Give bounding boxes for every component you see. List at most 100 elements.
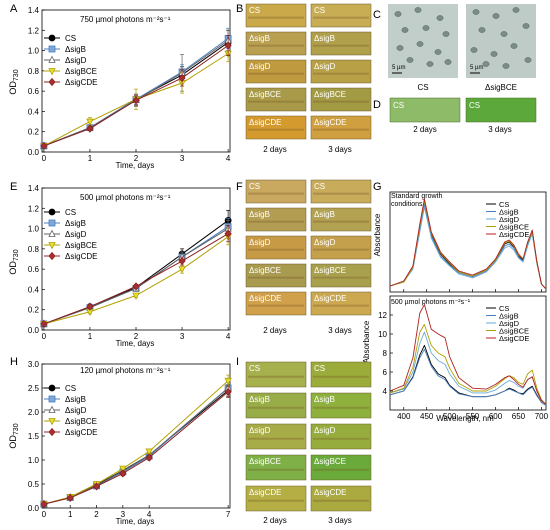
x-tick-label-h: 7 bbox=[226, 510, 231, 519]
legend-label-a: CS bbox=[65, 34, 76, 43]
tube-photo-i bbox=[245, 485, 307, 512]
legend-label-g-bottom: ΔsigCDE bbox=[499, 334, 529, 343]
tube-photo-b bbox=[245, 3, 307, 28]
spectrum-line-g-bottom bbox=[389, 324, 547, 405]
tube-highlight-f bbox=[248, 304, 304, 307]
tube-photo-b bbox=[245, 59, 307, 84]
tube-photo-b bbox=[310, 115, 372, 140]
series-line-h bbox=[43, 391, 229, 505]
tube-label-f: ΔsigCDE bbox=[314, 294, 346, 303]
tube-photo-f bbox=[245, 207, 307, 232]
panel-label-e: E bbox=[10, 181, 17, 193]
x-tick-label-g-bottom: 700 bbox=[535, 412, 549, 421]
data-point-h bbox=[92, 482, 101, 491]
cell bbox=[500, 31, 508, 37]
legend-label-a: ΔsigD bbox=[65, 56, 87, 65]
tube-highlight-f bbox=[248, 220, 304, 223]
photo-caption-i-2days: 2 days bbox=[263, 516, 287, 525]
tube-photo-d bbox=[389, 97, 461, 123]
data-point-a bbox=[178, 73, 186, 83]
data-point-e bbox=[40, 319, 48, 329]
spectrum-line-g-bottom bbox=[389, 304, 547, 405]
data-point-e bbox=[224, 229, 232, 238]
y-axis-label-e: OD730 bbox=[8, 249, 20, 274]
legend-marker-a bbox=[48, 68, 56, 76]
micrograph-caption-dsigbce: ΔsigBCE bbox=[485, 83, 517, 92]
photo-caption-d-3days: 3 days bbox=[488, 125, 512, 134]
tube-label-b: ΔsigCDE bbox=[249, 118, 281, 127]
cell bbox=[422, 25, 430, 31]
x-tick-label-g-bottom: 650 bbox=[512, 412, 526, 421]
tube-label-f: ΔsigD bbox=[249, 238, 271, 247]
cell bbox=[524, 57, 532, 63]
tube-label-b: ΔsigBCE bbox=[249, 90, 281, 99]
tube-photo-b bbox=[310, 31, 372, 56]
tube-highlight-f bbox=[313, 248, 369, 251]
cell bbox=[416, 41, 424, 47]
cell bbox=[482, 61, 490, 67]
cell bbox=[396, 45, 404, 51]
legend-marker-e bbox=[48, 242, 56, 250]
x-tick-label-e: 4 bbox=[226, 332, 231, 341]
y-tick-label-e: 1.4 bbox=[28, 184, 40, 193]
legend-label-e: ΔsigCDE bbox=[65, 252, 97, 261]
data-point-e bbox=[86, 302, 94, 311]
x-tick-label-g-bottom: 400 bbox=[397, 412, 411, 421]
tube-label-f: ΔsigB bbox=[249, 210, 270, 219]
tube-highlight-i bbox=[313, 468, 369, 471]
data-point-e bbox=[178, 266, 186, 274]
y-tick-label-e: 1.2 bbox=[28, 204, 40, 213]
tube-highlight-b bbox=[248, 72, 304, 75]
y-tick-label-e: 0.2 bbox=[28, 306, 40, 315]
series-line-h bbox=[43, 380, 229, 505]
tube-label-i: ΔsigCDE bbox=[314, 488, 346, 497]
data-point-e bbox=[178, 256, 186, 266]
legend-label-g-top: CS bbox=[499, 200, 509, 209]
panel-label-g: G bbox=[373, 181, 382, 193]
tube-label-b: CS bbox=[314, 6, 325, 15]
y-tick-label-a: 0.2 bbox=[28, 128, 40, 137]
legend-label-g-bottom: ΔsigB bbox=[499, 312, 519, 321]
legend-label-h: CS bbox=[65, 384, 76, 393]
x-tick-label-g-bottom: 500 bbox=[443, 412, 457, 421]
g-top-title-line2: conditions bbox=[391, 201, 423, 208]
legend-marker-a bbox=[48, 34, 56, 42]
panel-label-d: D bbox=[373, 99, 381, 111]
x-tick-label-h: 1 bbox=[68, 510, 73, 519]
tube-label-i: ΔsigBCE bbox=[249, 457, 281, 466]
cell bbox=[470, 47, 478, 53]
y-tick-label-g-bottom: 8 bbox=[383, 349, 388, 358]
x-tick-label-g-bottom: 550 bbox=[466, 412, 480, 421]
tube-label-i: ΔsigB bbox=[249, 395, 270, 404]
legend-label-h: ΔsigCDE bbox=[65, 428, 97, 437]
x-tick-label-a: 3 bbox=[180, 154, 185, 163]
tube-highlight-i bbox=[248, 468, 304, 471]
tube-label-f: CS bbox=[249, 182, 260, 191]
tube-highlight-f bbox=[248, 276, 304, 279]
legend-label-g-bottom: ΔsigBCE bbox=[499, 327, 529, 336]
cell bbox=[522, 23, 530, 29]
tube-photo-f bbox=[245, 263, 307, 288]
y-tick-label-e: 0.4 bbox=[28, 285, 40, 294]
tube-label-b: ΔsigB bbox=[314, 34, 335, 43]
g-bottom-title: 500 µmol photons m⁻²s⁻¹ bbox=[391, 299, 471, 306]
x-tick-label-a: 4 bbox=[226, 154, 231, 163]
tube-label-i: CS bbox=[249, 364, 260, 373]
y-tick-label-e: 1.0 bbox=[28, 225, 40, 234]
panel-g: G Standard growth conditions 500 µmol ph… bbox=[362, 181, 494, 423]
panel-d: D 2 days 3 days bbox=[373, 99, 512, 134]
scale-label-dsigbce: 5 µm bbox=[470, 65, 483, 71]
cell bbox=[436, 15, 444, 21]
y-tick-label-h: 3.0 bbox=[28, 360, 40, 369]
cell bbox=[406, 57, 414, 63]
tube-highlight-f bbox=[248, 248, 304, 251]
legend-marker-e bbox=[48, 229, 56, 237]
legend-marker-h bbox=[48, 395, 56, 403]
micrograph-caption-cs: CS bbox=[417, 83, 428, 92]
legend-label-g-bottom: CS bbox=[499, 304, 509, 313]
light-label-a: 750 µmol photons m⁻²s⁻¹ bbox=[80, 15, 171, 24]
y-tick-label-a: 0.0 bbox=[28, 148, 40, 157]
tube-highlight-b bbox=[313, 100, 369, 103]
y-tick-label-h: 2.5 bbox=[28, 384, 40, 393]
data-point-a bbox=[40, 141, 48, 151]
